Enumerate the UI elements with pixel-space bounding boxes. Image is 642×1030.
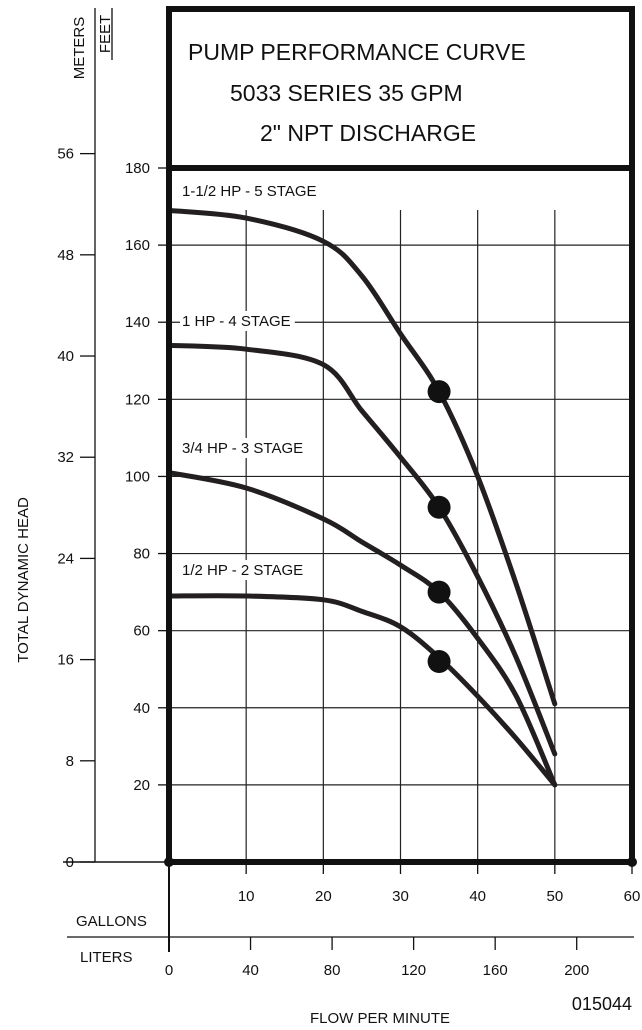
meters-tick-label: 40 (57, 348, 74, 365)
curve-label: 1/2 HP - 2 STAGE (182, 562, 303, 579)
meters-tick-label: 56 (57, 146, 74, 163)
axis-corner-dot (164, 857, 174, 867)
meters-tick-label: 8 (66, 753, 74, 770)
meters-axis-unit: METERS (71, 17, 88, 80)
pump-curve-line (166, 593, 558, 788)
gallons-tick-label: 60 (624, 888, 641, 905)
gallons-tick-label: 50 (546, 888, 563, 905)
meters-tick-label: 32 (57, 449, 74, 466)
operating-point-marker (427, 495, 451, 519)
axis-corner-dot (627, 857, 637, 867)
title-box (166, 6, 635, 171)
liters-unit-label: LITERS (80, 949, 133, 966)
liters-tick-label: 200 (564, 962, 589, 979)
meters-tick-label: 24 (57, 550, 74, 567)
feet-tick-label: 120 (125, 391, 150, 408)
operating-point-marker (427, 380, 451, 404)
gallons-unit-label: GALLONS (76, 913, 147, 930)
pump-curve-line (166, 342, 558, 757)
gallons-tick-label: 20 (315, 888, 332, 905)
pump-curve-line (166, 470, 558, 788)
liters-tick-label: 120 (401, 962, 426, 979)
pump-curve-line (166, 207, 558, 707)
operating-point-marker (427, 580, 451, 604)
gallons-tick-label: 10 (238, 888, 255, 905)
chart-gridlines (169, 210, 632, 862)
curve-label-backdrop (180, 311, 295, 331)
chart-title-line: 5033 SERIES 35 GPM (230, 80, 463, 106)
chart-labels: 1-1/2 HP - 5 STAGE 1 HP - 4 STAGE 3/4 HP -… (180, 181, 328, 580)
gallons-tick-label: 30 (392, 888, 409, 905)
feet-tick-label: 80 (133, 546, 150, 563)
liters-tick-label: 40 (242, 962, 259, 979)
curve-label: 1-1/2 HP - 5 STAGE (182, 183, 317, 200)
liters-tick-label: 80 (324, 962, 341, 979)
curve-label-backdrop (180, 181, 328, 201)
feet-axis-unit: FEET (97, 15, 114, 53)
curve-label-backdrop (180, 438, 312, 458)
feet-tick-label: 20 (133, 777, 150, 794)
meters-tick-label: 48 (57, 247, 74, 264)
feet-tick-label: 40 (133, 700, 150, 717)
feet-tick-label: 60 (133, 623, 150, 640)
operating-point-marker (427, 650, 451, 674)
curve-label: 1 HP - 4 STAGE (182, 313, 291, 330)
chart-axes: 0 8 16 24 32 40 48 56 METERS FEET 20 40 60 80 100 120 14… (15, 8, 640, 1027)
curve-label: 3/4 HP - 3 STAGE (182, 440, 303, 457)
curve-label-backdrop (180, 560, 312, 580)
meters-tick-label: 16 (57, 652, 74, 669)
liters-tick-label: 160 (483, 962, 508, 979)
chart-frame: PUMP PERFORMANCE CURVE 5033 SERIES 35 GPM… (164, 6, 637, 867)
feet-tick-label: 160 (125, 237, 150, 254)
x-axis-title: FLOW PER MINUTE (310, 1010, 450, 1027)
liters-tick-label: 0 (165, 962, 173, 979)
y-axis-title: TOTAL DYNAMIC HEAD (15, 497, 32, 663)
feet-tick-label: 100 (125, 468, 150, 485)
feet-tick-label: 180 (125, 160, 150, 177)
gallons-tick-label: 40 (469, 888, 486, 905)
chart-title-line: PUMP PERFORMANCE CURVE (188, 39, 526, 65)
figure-code: 015044 (572, 994, 632, 1014)
chart-title-line: 2" NPT DISCHARGE (260, 120, 476, 146)
feet-tick-label: 140 (125, 314, 150, 331)
chart-curves (166, 207, 558, 788)
